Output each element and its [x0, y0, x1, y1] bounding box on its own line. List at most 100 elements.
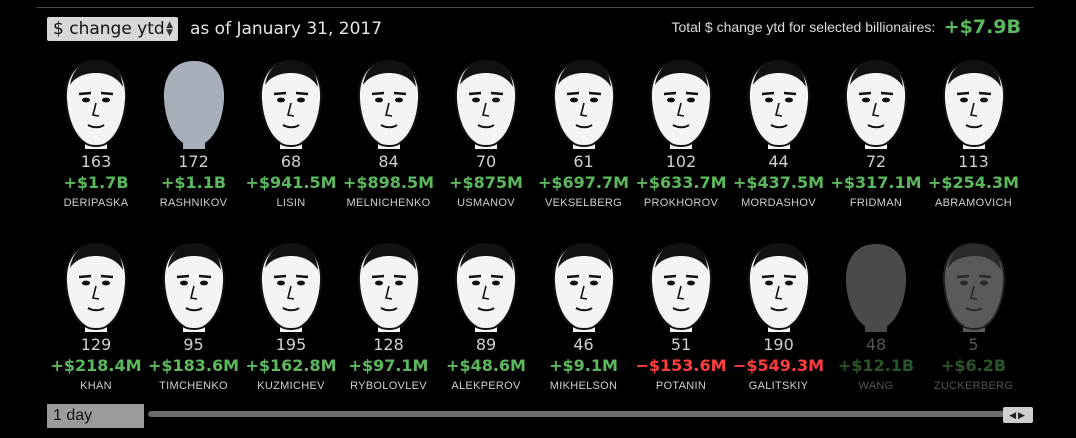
as-of-date: as of January 31, 2017	[190, 19, 383, 39]
total-change: Total $ change ytd for selected billiona…	[671, 16, 1021, 38]
rank: 46	[573, 335, 594, 354]
billionaire-card[interactable]: 51 −$153.6M POTANIN	[632, 238, 730, 393]
billionaire-card[interactable]: 44 +$437.5M MORDASHOV	[730, 55, 828, 210]
dollar-change: +$162.8M	[245, 356, 337, 375]
dollar-change: +$875M	[449, 173, 523, 192]
billionaire-card[interactable]: 89 +$48.6M ALEKPEROV	[437, 238, 535, 393]
billionaire-name: ZUCKERBERG	[933, 380, 1014, 392]
dollar-change: +$254.3M	[927, 173, 1020, 192]
billionaire-card[interactable]: 84 +$898.5M MELNICHENKO	[340, 55, 438, 210]
portrait-icon	[747, 59, 810, 149]
rank: 61	[573, 152, 594, 171]
rank: 113	[958, 152, 989, 171]
rank: 190	[763, 335, 794, 354]
portrait-icon	[64, 59, 128, 149]
billionaire-name: MELNICHENKO	[346, 197, 431, 209]
billionaire-card[interactable]: 195 +$162.8M KUZMICHEV	[242, 238, 340, 393]
billionaire-card[interactable]: 70 +$875M USMANOV	[437, 55, 535, 210]
billionaire-card[interactable]: 68 +$941.5M LISIN	[242, 55, 340, 210]
rank: 70	[475, 152, 497, 171]
portrait-icon	[649, 59, 713, 149]
portrait-icon	[357, 59, 420, 149]
period-label[interactable]: 1 day	[47, 404, 144, 428]
dollar-change: +$218.4M	[50, 356, 142, 375]
billionaire-name: RASHNIKOV	[159, 197, 228, 209]
billionaire-card[interactable]: 95 +$183.6M TIMCHENKO	[145, 238, 243, 393]
portrait-icon	[357, 242, 420, 332]
billionaire-name: KUZMICHEV	[257, 380, 325, 392]
portrait-icon	[163, 61, 224, 149]
dollar-change: +$6.2B	[940, 356, 1007, 375]
dollar-change: −$549.3M	[732, 356, 825, 375]
dollar-change: +$633.7M	[635, 173, 727, 192]
rank: 68	[280, 152, 302, 171]
portrait-icon	[64, 242, 128, 332]
billionaire-card[interactable]: 48 +$12.1B WANG	[827, 238, 925, 393]
billionaire-card[interactable]: 172 +$1.1B RASHNIKOV	[145, 55, 243, 210]
billionaire-name: RYBOLOVLEV	[350, 380, 427, 392]
billionaire-card[interactable]: 61 +$697.7M VEKSELBERG	[535, 55, 633, 210]
scroll-arrows-icon[interactable]: ◀▶	[1003, 407, 1033, 423]
billionaire-name: ALEKPEROV	[451, 380, 521, 392]
portrait-icon	[845, 244, 907, 332]
billionaire-card[interactable]: 46 +$9.1M MIKHELSON	[535, 238, 633, 393]
rank: 128	[373, 335, 404, 354]
billionaire-card[interactable]: 129 +$218.4M KHAN	[47, 238, 145, 393]
billionaire-name: FRIDMAN	[849, 197, 903, 209]
timeline-track[interactable]	[148, 411, 1014, 417]
billionaire-name: GALITSKIY	[748, 380, 809, 392]
rank: 89	[475, 335, 497, 354]
total-change-label: Total $ change ytd for selected billiona…	[671, 19, 936, 35]
dollar-change: +$97.1M	[348, 356, 429, 375]
portrait-icon	[649, 242, 713, 332]
rank: 172	[178, 152, 209, 171]
portrait-icon	[552, 59, 615, 149]
dollar-change: +$12.1B	[837, 356, 915, 375]
billionaire-name: DERIPASKA	[63, 197, 129, 209]
billionaire-name: TIMCHENKO	[159, 380, 228, 392]
portrait-icon	[162, 242, 225, 332]
billionaire-name: MORDASHOV	[741, 197, 816, 209]
top-divider	[36, 7, 1034, 8]
billionaire-name: PROKHOROV	[643, 197, 719, 209]
rank: 129	[80, 335, 112, 354]
billionaire-name: ABRAMOVICH	[935, 197, 1012, 209]
dollar-change: +$437.5M	[732, 173, 825, 192]
rank: 163	[80, 152, 112, 171]
billionaire-name: VEKSELBERG	[545, 197, 622, 209]
billionaire-name: POTANIN	[655, 380, 707, 392]
rank: 44	[768, 152, 789, 171]
portrait-icon	[454, 242, 518, 332]
billionaire-card[interactable]: 102 +$633.7M PROKHOROV	[632, 55, 730, 210]
billionaire-card[interactable]: 128 +$97.1M RYBOLOVLEV	[340, 238, 438, 393]
dollar-change: +$9.1M	[549, 356, 618, 375]
billionaire-card[interactable]: 72 +$317.1M FRIDMAN	[827, 55, 925, 210]
rank: 95	[183, 335, 204, 354]
dollar-change: +$48.6M	[446, 356, 526, 375]
dollar-change: +$1.1B	[160, 173, 227, 192]
billionaire-name: KHAN	[80, 380, 112, 392]
portrait-icon	[942, 59, 1005, 149]
dollar-change: +$697.7M	[537, 173, 630, 192]
billionaire-name: USMANOV	[457, 197, 515, 209]
billionaire-card[interactable]: 190 −$549.3M GALITSKIY	[730, 238, 828, 393]
billionaire-card[interactable]: 163 +$1.7B DERIPASKA	[47, 55, 145, 210]
dollar-change: −$153.6M	[635, 356, 727, 375]
total-change-value: +$7.9B	[943, 16, 1021, 38]
rank: 51	[670, 335, 692, 354]
portrait-icon	[552, 242, 615, 332]
rank: 48	[865, 335, 887, 354]
select-arrows-icon: ▲ ▼	[166, 20, 173, 38]
billionaire-card[interactable]: 113 +$254.3M ABRAMOVICH	[925, 55, 1023, 210]
dollar-change: +$941.5M	[245, 173, 337, 192]
billionaire-card[interactable]: 5 +$6.2B ZUCKERBERG	[925, 238, 1023, 393]
dollar-change: +$183.6M	[147, 356, 240, 375]
metric-select[interactable]: $ change ytd ▲ ▼	[47, 17, 178, 41]
rank: 5	[968, 335, 979, 354]
portrait-icon	[259, 59, 323, 149]
rank: 84	[378, 152, 399, 171]
dollar-change: +$898.5M	[342, 173, 435, 192]
rank: 195	[275, 335, 307, 354]
dollar-change: +$317.1M	[830, 173, 922, 192]
portrait-icon	[454, 59, 518, 149]
